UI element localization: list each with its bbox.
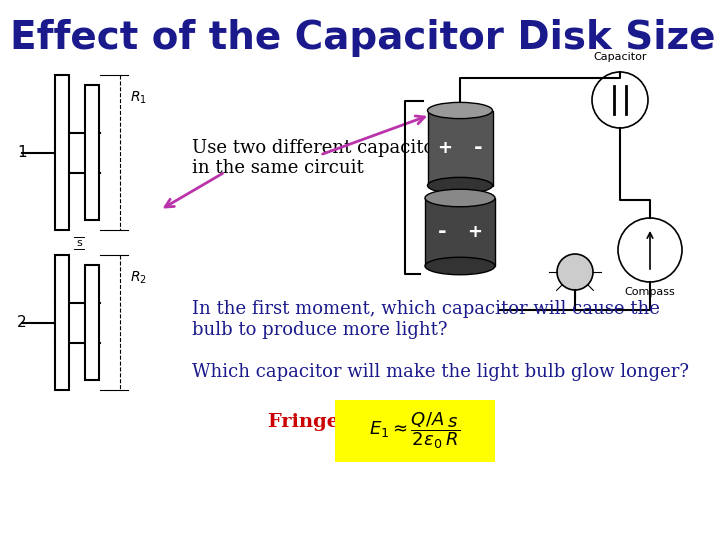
Text: -: - xyxy=(438,222,446,242)
Bar xyxy=(55,255,69,390)
Ellipse shape xyxy=(428,177,492,194)
Bar xyxy=(85,265,99,380)
Text: $R_2$: $R_2$ xyxy=(130,270,147,286)
Bar xyxy=(425,198,495,266)
Text: +: + xyxy=(467,223,482,241)
Ellipse shape xyxy=(428,103,492,119)
Text: Use two different capacitors: Use two different capacitors xyxy=(192,139,452,157)
Text: $E_1 \approx \dfrac{Q/A}{2\varepsilon_0}\dfrac{s}{R}$: $E_1 \approx \dfrac{Q/A}{2\varepsilon_0}… xyxy=(369,411,461,451)
Text: +: + xyxy=(438,139,452,157)
Text: $R_1$: $R_1$ xyxy=(130,90,147,106)
Text: s: s xyxy=(76,238,82,247)
Ellipse shape xyxy=(425,257,495,275)
Circle shape xyxy=(557,254,593,290)
Ellipse shape xyxy=(425,189,495,207)
Text: -: - xyxy=(474,138,482,158)
Text: 1: 1 xyxy=(17,145,27,160)
Text: In the first moment, which capacitor will cause the
bulb to produce more light?: In the first moment, which capacitor wil… xyxy=(192,300,660,339)
Bar xyxy=(85,85,99,220)
Text: in the same circuit: in the same circuit xyxy=(192,159,364,177)
Text: Which capacitor will make the light bulb glow longer?: Which capacitor will make the light bulb… xyxy=(192,363,689,381)
Text: Compass: Compass xyxy=(625,287,675,297)
Bar xyxy=(55,75,69,230)
Bar xyxy=(335,400,495,462)
Text: Capacitor: Capacitor xyxy=(593,52,647,62)
Text: 2: 2 xyxy=(17,315,27,330)
Text: Fringe field:: Fringe field: xyxy=(268,413,402,431)
Bar xyxy=(428,111,492,186)
Text: Effect of the Capacitor Disk Size: Effect of the Capacitor Disk Size xyxy=(10,19,716,57)
